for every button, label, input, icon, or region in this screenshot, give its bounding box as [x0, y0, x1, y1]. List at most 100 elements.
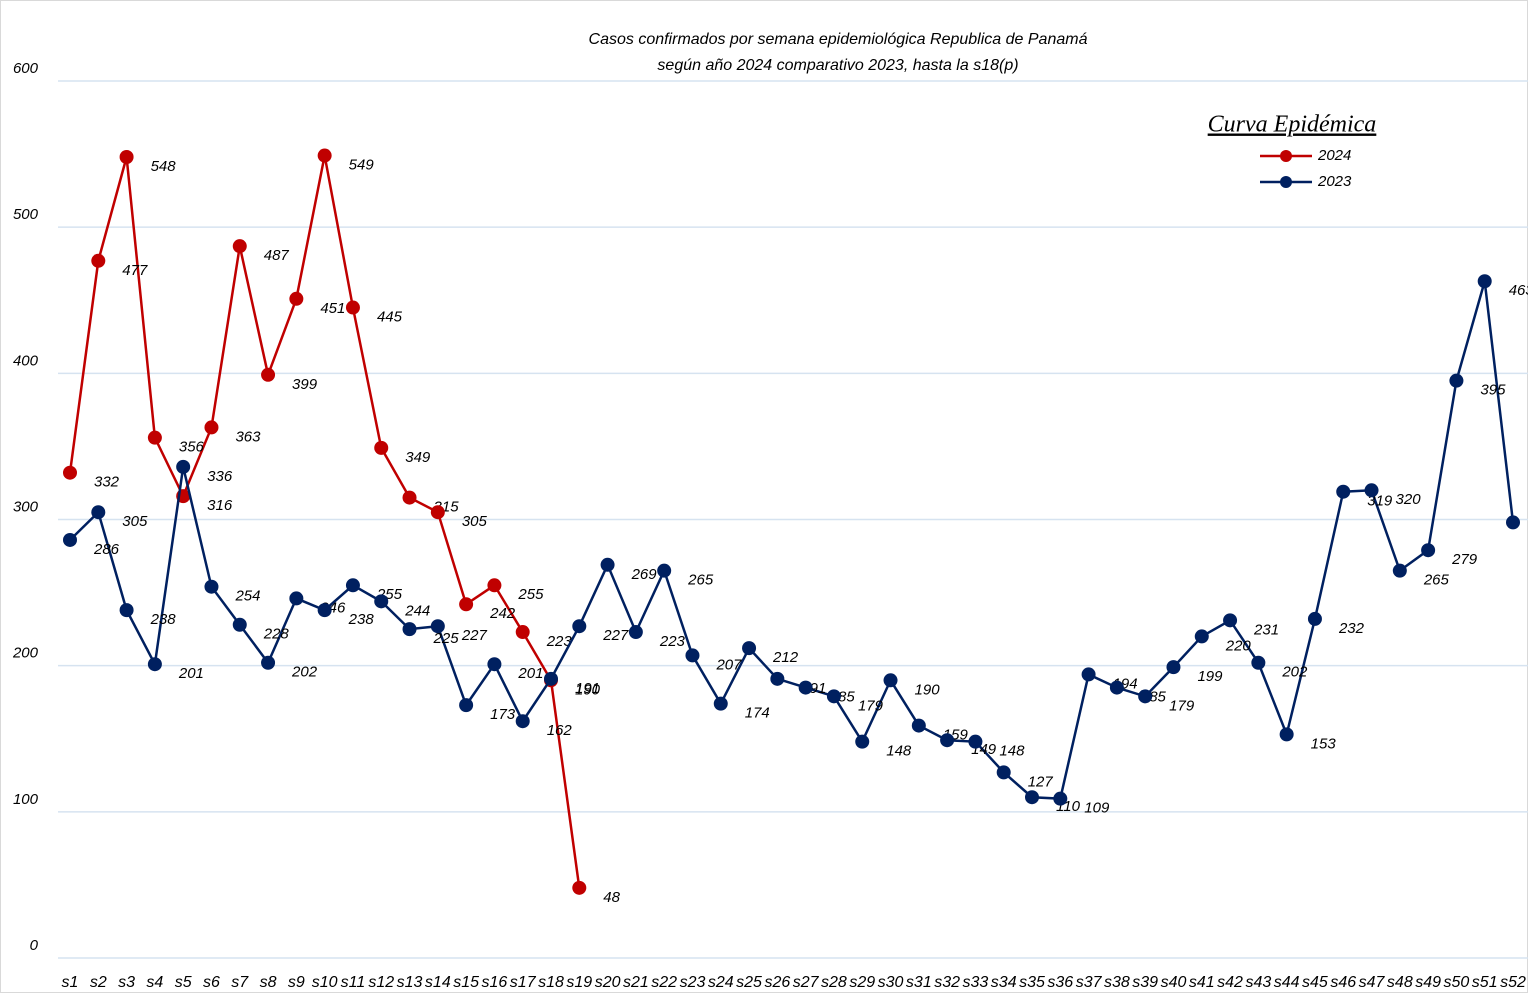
data-point — [1138, 689, 1153, 704]
x-tick-label: s6 — [203, 974, 220, 991]
x-tick-label: s46 — [1330, 974, 1356, 991]
data-point — [1109, 680, 1124, 695]
data-point — [572, 880, 587, 895]
x-tick-label: s51 — [1472, 974, 1498, 991]
data-point — [430, 505, 445, 520]
x-tick-label: s3 — [118, 974, 135, 991]
x-tick-label: s24 — [708, 974, 734, 991]
data-point — [1081, 667, 1096, 682]
legend-label: 2023 — [1317, 173, 1352, 190]
x-tick-label: s40 — [1161, 974, 1187, 991]
data-label: 201 — [517, 665, 543, 682]
data-label: 445 — [377, 309, 403, 326]
data-point — [1449, 373, 1464, 388]
data-point — [289, 591, 304, 606]
x-tick-label: s7 — [231, 974, 249, 991]
data-label: 199 — [1197, 668, 1223, 685]
data-point — [600, 557, 615, 572]
x-tick-label: s17 — [510, 974, 537, 991]
data-point — [91, 253, 106, 268]
legend-marker — [1280, 150, 1292, 162]
data-point — [1307, 611, 1322, 626]
data-label: 227 — [602, 627, 629, 644]
x-tick-label: s52 — [1500, 974, 1526, 991]
x-tick-label: s49 — [1415, 974, 1441, 991]
data-label: 477 — [122, 262, 148, 279]
data-point — [374, 594, 389, 609]
data-label: 332 — [94, 474, 120, 491]
data-label: 316 — [207, 497, 233, 514]
data-label: 363 — [235, 428, 261, 445]
x-tick-label: s31 — [906, 974, 932, 991]
x-tick-label: s44 — [1274, 974, 1300, 991]
data-label: 173 — [490, 706, 516, 723]
data-point — [1421, 543, 1436, 558]
data-label: 207 — [715, 656, 742, 673]
x-tick-label: s29 — [849, 974, 875, 991]
data-label: 238 — [150, 611, 177, 628]
y-tick-label: 300 — [13, 498, 39, 515]
data-point — [742, 641, 757, 656]
x-tick-label: s12 — [368, 974, 394, 991]
data-label: 399 — [292, 376, 318, 393]
x-tick-label: s33 — [963, 974, 989, 991]
data-point — [1506, 515, 1520, 530]
x-tick-label: s19 — [566, 974, 592, 991]
data-label: 395 — [1480, 382, 1506, 399]
data-label: 127 — [1028, 773, 1054, 790]
data-point — [119, 150, 134, 165]
x-tick-label: s1 — [62, 974, 79, 991]
x-tick-label: s18 — [538, 974, 564, 991]
data-label: 242 — [489, 605, 516, 622]
data-point — [63, 465, 77, 480]
data-label: 227 — [461, 627, 488, 644]
data-point — [940, 733, 955, 748]
data-label: 238 — [348, 611, 375, 628]
data-label: 212 — [772, 649, 799, 666]
data-point — [996, 765, 1011, 780]
x-tick-label: s42 — [1217, 974, 1243, 991]
data-label: 305 — [122, 513, 148, 530]
data-point — [176, 459, 191, 474]
data-label: 109 — [1084, 800, 1110, 817]
data-label: 232 — [1338, 620, 1365, 637]
data-point — [402, 622, 417, 637]
x-tick-label: s45 — [1302, 974, 1328, 991]
x-tick-label: s14 — [425, 974, 451, 991]
x-tick-label: s39 — [1132, 974, 1158, 991]
x-tick-label: s2 — [90, 974, 107, 991]
data-point — [374, 440, 389, 455]
data-point — [1477, 274, 1492, 289]
data-point — [147, 657, 162, 672]
x-tick-label: s22 — [651, 974, 677, 991]
x-tick-label: s47 — [1359, 974, 1386, 991]
data-label: 202 — [1281, 664, 1308, 681]
data-label: 228 — [263, 626, 290, 643]
data-point — [1053, 791, 1068, 806]
data-point — [204, 420, 219, 435]
x-tick-label: s8 — [260, 974, 277, 991]
data-point — [91, 505, 106, 520]
data-label: 463 — [1509, 282, 1528, 299]
series-line — [69, 280, 1515, 800]
data-point — [1194, 629, 1209, 644]
data-label: 179 — [1169, 697, 1195, 714]
data-label: 286 — [93, 541, 120, 558]
data-label: 201 — [178, 665, 204, 682]
x-tick-label: s21 — [623, 974, 649, 991]
x-tick-label: s16 — [482, 974, 508, 991]
x-tick-label: s27 — [793, 974, 820, 991]
data-label: 320 — [1396, 491, 1422, 508]
x-tick-label: s34 — [991, 974, 1017, 991]
data-label: 223 — [546, 633, 573, 650]
data-point — [1336, 484, 1351, 499]
x-tick-label: s30 — [878, 974, 904, 991]
data-point — [430, 619, 445, 634]
data-label: 220 — [1225, 637, 1252, 654]
data-label: 162 — [547, 722, 573, 739]
x-tick-label: s5 — [175, 974, 192, 991]
x-tick-label: s41 — [1189, 974, 1215, 991]
data-point — [261, 655, 276, 670]
